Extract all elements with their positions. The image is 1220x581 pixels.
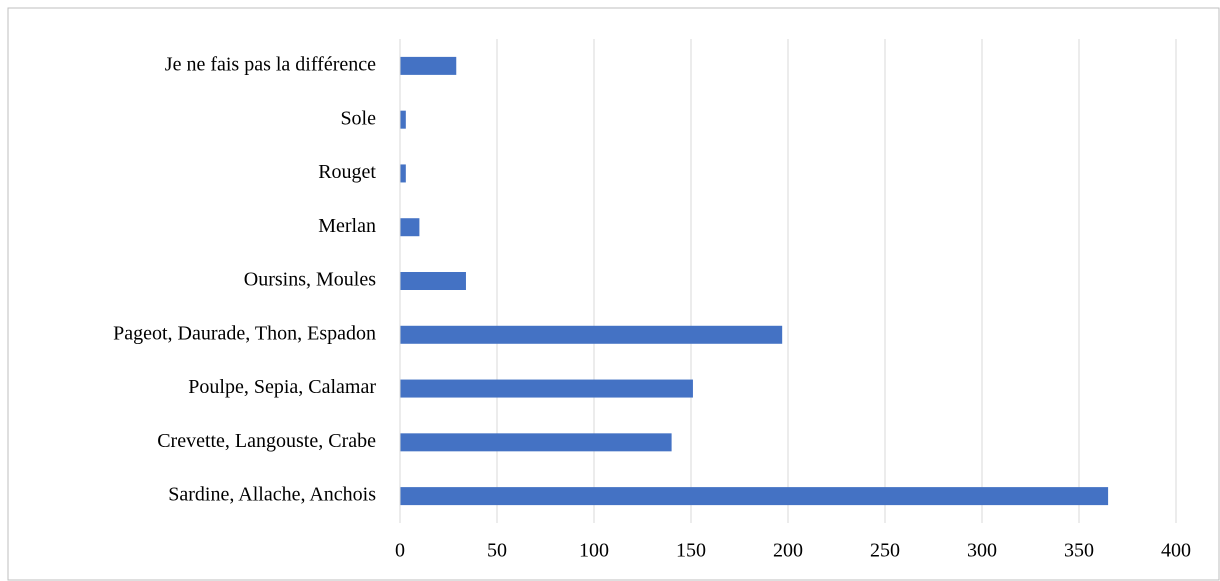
bar (400, 56, 457, 75)
x-tick-label: 200 (773, 540, 803, 562)
chart-frame (7, 7, 1220, 581)
bar (400, 487, 1109, 506)
y-tick-label: Sole (340, 107, 376, 129)
bar (400, 218, 420, 237)
x-tick-label: 150 (676, 540, 706, 562)
bar (400, 164, 406, 183)
y-tick-label: Je ne fais pas la différence (165, 53, 376, 75)
bar (400, 379, 693, 398)
y-tick-label: Oursins, Moules (244, 269, 376, 291)
x-tick-label: 400 (1161, 540, 1191, 562)
x-tick-label: 300 (967, 540, 997, 562)
y-tick-label: Rouget (318, 161, 376, 183)
x-tick-label: 100 (579, 540, 609, 562)
y-tick-label: Pageot, Daurade, Thon, Espadon (113, 322, 376, 344)
bar (400, 110, 406, 129)
x-tick-label: 350 (1064, 540, 1094, 562)
bar (400, 325, 783, 344)
x-tick-label: 250 (870, 540, 900, 562)
bar (400, 272, 466, 290)
x-tick-label: 0 (395, 540, 405, 562)
x-tick-label: 50 (487, 540, 507, 562)
bar (400, 433, 672, 452)
y-tick-label: Sardine, Allache, Anchois (168, 484, 376, 506)
y-tick-label: Poulpe, Sepia, Calamar (188, 376, 376, 398)
y-tick-label: Merlan (318, 215, 376, 237)
y-tick-label: Crevette, Langouste, Crabe (157, 430, 376, 452)
